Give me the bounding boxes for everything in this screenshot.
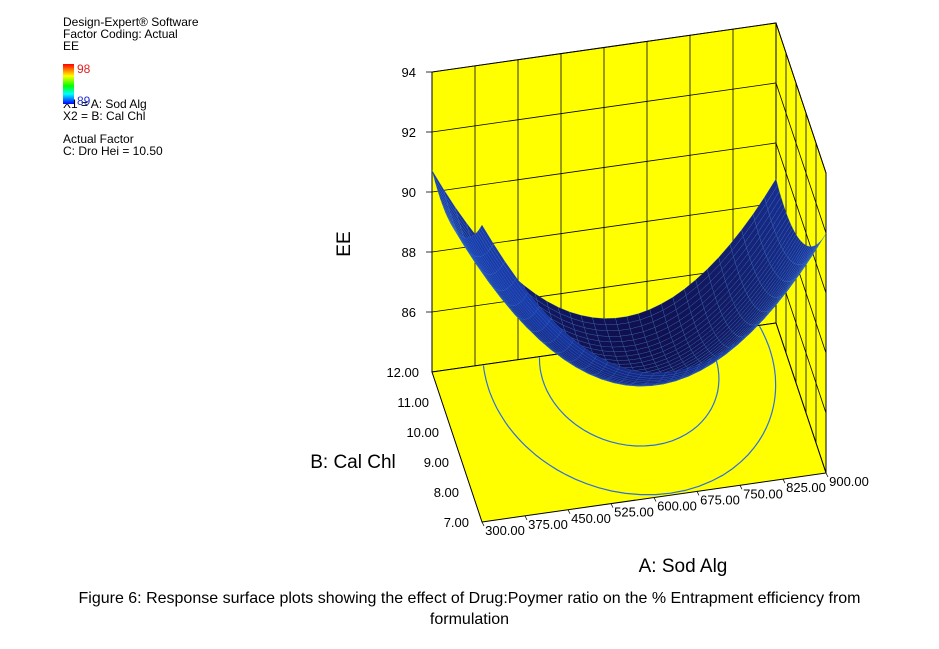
- x-axis-tick: [696, 491, 700, 496]
- response-surface-chart: 300.00 375.00 450.00 525.00 600.00 675.00 750.…: [310, 22, 869, 577]
- surface-facet: [610, 341, 624, 348]
- surface-facet: [592, 317, 606, 325]
- surface-facet: [594, 323, 608, 331]
- surface-facet: [603, 317, 618, 325]
- z-tick-label: 92: [402, 125, 416, 140]
- y-axis-title: B: Cal Chl: [310, 452, 396, 473]
- x-tick-label: 300.00: [485, 523, 525, 538]
- x-tick-label: 900.00: [829, 474, 869, 489]
- figure-caption: Figure 6: Response surface plots showing…: [0, 588, 939, 630]
- x-axis-tick: [825, 472, 829, 478]
- y-tick-label: 10.00: [406, 425, 439, 440]
- x-axis-title: A: Sod Alg: [639, 556, 728, 577]
- caption-line-2: formulation: [429, 611, 510, 628]
- y-tick-label: 7.00: [444, 515, 469, 530]
- software-label: Design-Expert® Software: [63, 15, 199, 29]
- actual-factor-value: C: Dro Hei = 10.50: [63, 144, 163, 158]
- actual-factor-title: Actual Factor: [63, 132, 134, 146]
- x-tick-label: 525.00: [614, 505, 654, 520]
- z-tick-label: 94: [402, 65, 416, 80]
- x-axis-tick: [567, 509, 571, 514]
- x-tick-label: 825.00: [786, 480, 826, 495]
- x-axis-tick: [524, 515, 528, 521]
- floor-contour-line: [758, 326, 771, 350]
- floor-contour-line: [538, 356, 720, 447]
- legend-min-label: 89: [77, 94, 91, 108]
- z-axis-title: EE: [334, 231, 355, 256]
- z-tick-label: 90: [402, 185, 416, 200]
- surface-facet: [613, 351, 628, 357]
- x-axis-tick: [610, 503, 614, 508]
- surface-facet: [608, 336, 623, 343]
- legend-max-label: 98: [77, 62, 91, 76]
- factor-coding-label: Factor Coding: Actual: [63, 27, 178, 41]
- y-tick-label: 12.00: [386, 365, 419, 380]
- surface-facet: [812, 233, 827, 255]
- surface-facet: [617, 359, 631, 365]
- x-tick-label: 375.00: [528, 517, 568, 532]
- y-tick-label: 9.00: [424, 455, 449, 470]
- z-tick-label: 88: [402, 245, 416, 260]
- x2-label: X2 = B: Cal Chl: [63, 109, 146, 123]
- x-axis-tick: [481, 521, 485, 527]
- x-tick-label: 450.00: [571, 511, 611, 526]
- floor-contour-line: [482, 348, 777, 496]
- x-axis-tick: [782, 478, 786, 484]
- x-tick-label: 600.00: [657, 499, 697, 514]
- response-label: EE: [63, 39, 80, 53]
- design-expert-info: Design-Expert® Software Factor Coding: A…: [63, 16, 199, 157]
- surface-facet: [607, 330, 621, 337]
- x-tick-label: 675.00: [700, 492, 740, 507]
- y-tick-label: 8.00: [434, 485, 459, 500]
- surface-facet: [652, 372, 666, 377]
- x-axis-tick: [653, 497, 657, 502]
- color-scale-bar: [63, 64, 74, 104]
- x-tick-label: 750.00: [743, 486, 783, 501]
- y-tick-label: 11.00: [397, 395, 429, 410]
- surface-facet: [612, 346, 626, 352]
- z-tick-label: 86: [402, 305, 416, 320]
- surface-facet: [605, 324, 619, 331]
- x-axis-tick: [739, 485, 743, 490]
- x1-label: X1 = A: Sod Alg: [63, 97, 147, 111]
- caption-line-1: Figure 6: Response surface plots showing…: [78, 590, 861, 607]
- surface-facet: [615, 355, 629, 361]
